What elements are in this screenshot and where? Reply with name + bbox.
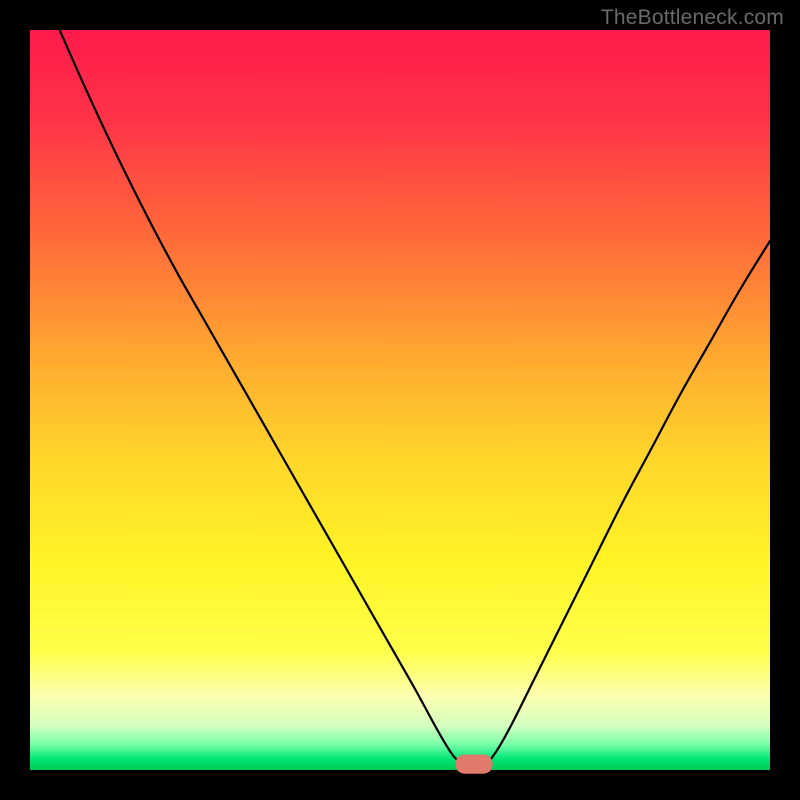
watermark-label: TheBottleneck.com	[601, 6, 784, 30]
chart-container: TheBottleneck.com	[0, 0, 800, 800]
chart-background	[30, 30, 770, 770]
bottleneck-chart	[0, 0, 800, 800]
optimal-marker	[456, 754, 493, 773]
